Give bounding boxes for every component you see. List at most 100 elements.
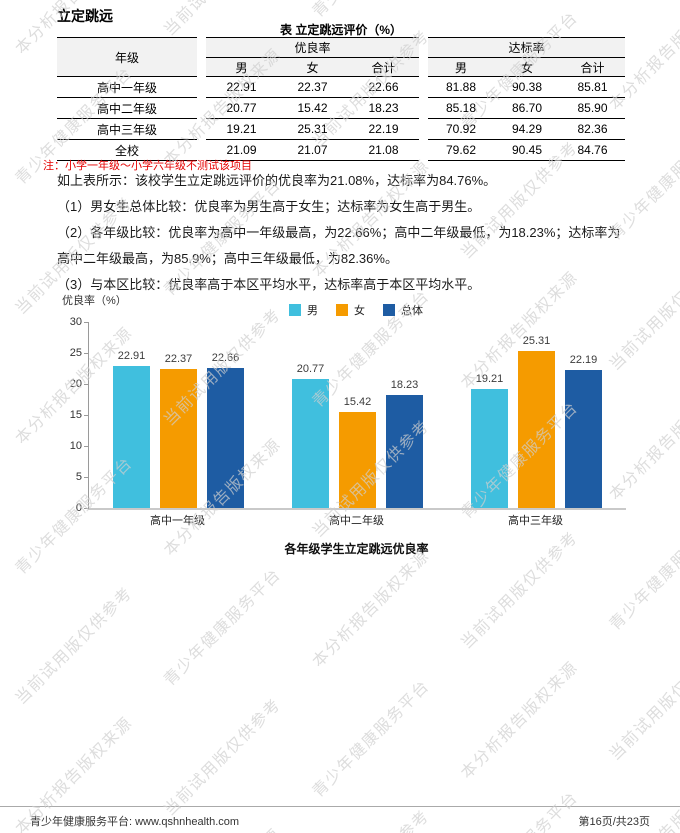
page-title: 立定跳远 bbox=[57, 8, 113, 24]
legend-label: 男 bbox=[307, 305, 318, 317]
table-gap bbox=[197, 97, 206, 119]
y-axis-tick-label: 20 bbox=[69, 378, 82, 390]
bar-value-label: 19.21 bbox=[475, 372, 504, 385]
y-axis-tick-mark bbox=[84, 477, 89, 478]
bar-value-label: 15.42 bbox=[343, 396, 372, 409]
y-axis-tick-mark bbox=[84, 322, 89, 323]
table-gap bbox=[419, 97, 429, 119]
chart-title: 各年级学生立定跳远优良率 bbox=[284, 542, 429, 556]
evaluation-table: 年级 优良率 达标率 男 女 合计 男 女 合计 高中一年级 22.91 22.37… bbox=[57, 37, 626, 161]
y-axis-label: 优良率（%） bbox=[62, 295, 127, 307]
y-axis-tick-label: 10 bbox=[69, 440, 82, 452]
legend-label: 女 bbox=[354, 305, 365, 317]
legend-item: 女 bbox=[336, 302, 365, 318]
bar-value-label: 18.23 bbox=[390, 378, 419, 391]
table-gap bbox=[419, 37, 429, 77]
table-cell: 86.70 bbox=[494, 97, 561, 119]
table-cell: 85.90 bbox=[560, 97, 626, 119]
table-cell: 21.07 bbox=[277, 139, 348, 161]
bar-value-label: 22.19 bbox=[569, 354, 598, 367]
table-cell: 81.88 bbox=[428, 76, 495, 98]
chart-bar bbox=[518, 351, 555, 508]
table-cell: 79.62 bbox=[428, 139, 495, 161]
y-axis-tick-label: 30 bbox=[69, 316, 82, 328]
legend-item: 总体 bbox=[383, 302, 423, 318]
table-cell: 15.42 bbox=[277, 97, 348, 119]
table-cell: 90.45 bbox=[494, 139, 561, 161]
chart-bar bbox=[471, 388, 508, 508]
excellent-total-header: 合计 bbox=[348, 57, 420, 77]
table-gap bbox=[419, 118, 429, 140]
table-cell: 22.37 bbox=[277, 76, 348, 98]
table-cell: 85.81 bbox=[560, 76, 626, 98]
table-cell: 90.38 bbox=[494, 76, 561, 98]
table-cell: 高中三年级 bbox=[57, 118, 197, 140]
table-gap bbox=[419, 76, 429, 98]
footer-divider bbox=[0, 806, 680, 807]
pass-female-header: 女 bbox=[494, 57, 561, 77]
bar-value-label: 22.37 bbox=[164, 353, 193, 366]
y-axis-tick-label: 15 bbox=[69, 409, 82, 421]
table-cell: 70.92 bbox=[428, 118, 495, 140]
table-cell: 21.09 bbox=[206, 139, 277, 161]
bar-value-label: 22.66 bbox=[211, 351, 240, 364]
table-cell: 25.31 bbox=[277, 118, 348, 140]
x-axis-label: 高中一年级 bbox=[150, 515, 205, 527]
table-cell: 21.08 bbox=[348, 139, 420, 161]
legend-label: 总体 bbox=[401, 305, 423, 317]
y-axis-tick-label: 25 bbox=[69, 347, 82, 359]
chart-legend: 男 女 总体 bbox=[289, 302, 423, 318]
table-cell: 18.23 bbox=[348, 97, 420, 119]
analysis-point-2: （2）各年级比较：优良率为高中一年级最高，为22.66%；高中二年级最低，为18… bbox=[57, 225, 621, 266]
excellent-rate-header: 优良率 bbox=[206, 37, 420, 58]
analysis-point-1: （1）男女生总体比较：优良率为男生高于女生；达标率为女生高于男生。 bbox=[57, 199, 481, 214]
bar-value-label: 22.91 bbox=[117, 349, 146, 362]
excellent-male-header: 男 bbox=[206, 57, 277, 77]
table-cell: 82.36 bbox=[560, 118, 626, 140]
table-gap bbox=[197, 139, 206, 161]
table-cell: 84.76 bbox=[560, 139, 626, 161]
table-row: 高中二年级 20.77 15.42 18.23 85.18 86.70 85.90 bbox=[57, 97, 626, 119]
grade-column-header: 年级 bbox=[57, 37, 197, 77]
table-cell: 20.77 bbox=[206, 97, 277, 119]
table-note: 注：小学一年级～小学六年级不测试该项目 bbox=[43, 160, 252, 172]
table-gap bbox=[197, 76, 206, 98]
table-cell: 22.19 bbox=[348, 118, 420, 140]
table-cell: 94.29 bbox=[494, 118, 561, 140]
y-axis-tick-mark bbox=[84, 384, 89, 385]
page-number: 第16页/共23页 bbox=[578, 816, 650, 828]
table-caption: 表 立定跳远评价（%） bbox=[279, 23, 402, 37]
legend-swatch bbox=[336, 304, 348, 316]
table-cell: 22.66 bbox=[348, 76, 420, 98]
pass-total-header: 合计 bbox=[560, 57, 626, 77]
chart-bar bbox=[207, 367, 244, 508]
table-gap bbox=[419, 139, 429, 161]
y-axis-tick-mark bbox=[84, 353, 89, 354]
bar-chart: 优良率（%） 男 女 总体 0 5 10 15 20 25 30 22.91 22.37 22.66 2… bbox=[0, 286, 680, 581]
y-axis-tick-mark bbox=[84, 446, 89, 447]
pass-male-header: 男 bbox=[428, 57, 495, 77]
y-axis-tick-mark bbox=[84, 415, 89, 416]
excellent-female-header: 女 bbox=[277, 57, 348, 77]
table-row: 高中一年级 22.91 22.37 22.66 81.88 90.38 85.81 bbox=[57, 76, 626, 98]
legend-swatch bbox=[383, 304, 395, 316]
table-cell: 全校 bbox=[57, 139, 197, 161]
x-axis-label: 高中三年级 bbox=[508, 515, 563, 527]
legend-swatch bbox=[289, 304, 301, 316]
bar-value-label: 20.77 bbox=[296, 363, 325, 376]
footer-platform-text: 青少年健康服务平台: www.qshnhealth.com bbox=[30, 816, 240, 828]
analysis-point-3: （3）与本区比较：优良率高于本区平均水平，达标率高于本区平均水平。 bbox=[57, 277, 481, 292]
table-cell: 高中二年级 bbox=[57, 97, 197, 119]
table-row: 全校 21.09 21.07 21.08 79.62 90.45 84.76 bbox=[57, 139, 626, 161]
table-cell: 22.91 bbox=[206, 76, 277, 98]
bar-value-label: 25.31 bbox=[522, 335, 551, 348]
x-axis-label: 高中二年级 bbox=[329, 515, 384, 527]
chart-bar bbox=[386, 394, 423, 508]
pass-rate-header: 达标率 bbox=[428, 37, 626, 58]
y-axis-tick-label: 5 bbox=[75, 471, 82, 483]
chart-plot-area: 0 5 10 15 20 25 30 22.91 22.37 22.66 20.77 15.42 18.… bbox=[70, 316, 626, 514]
chart-bar bbox=[113, 365, 150, 508]
table-gap bbox=[197, 37, 206, 77]
y-axis-tick-mark bbox=[84, 508, 89, 509]
legend-item: 男 bbox=[289, 302, 318, 318]
